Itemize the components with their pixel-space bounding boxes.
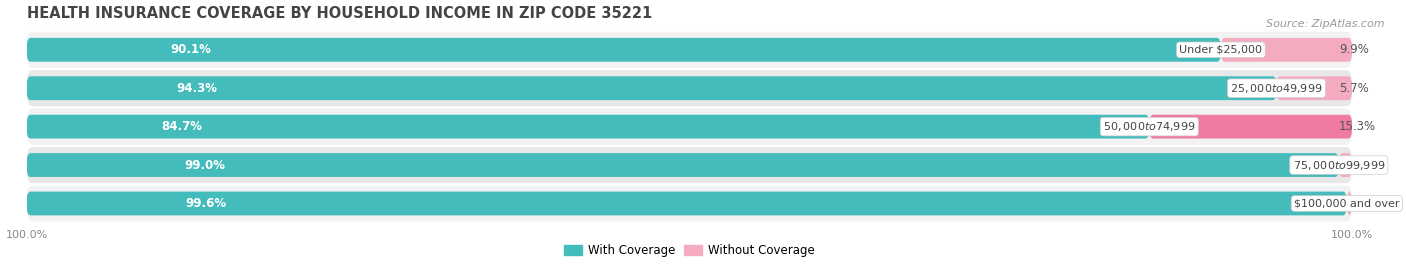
Text: 99.0%: 99.0% <box>184 158 225 171</box>
Text: 0.4%: 0.4% <box>1339 197 1368 210</box>
Text: HEALTH INSURANCE COVERAGE BY HOUSEHOLD INCOME IN ZIP CODE 35221: HEALTH INSURANCE COVERAGE BY HOUSEHOLD I… <box>27 6 652 21</box>
Text: 15.3%: 15.3% <box>1339 120 1376 133</box>
Legend: With Coverage, Without Coverage: With Coverage, Without Coverage <box>560 239 820 262</box>
FancyBboxPatch shape <box>27 185 1353 222</box>
Text: $75,000 to $99,999: $75,000 to $99,999 <box>1292 158 1385 171</box>
FancyBboxPatch shape <box>1220 38 1353 62</box>
FancyBboxPatch shape <box>27 147 1353 183</box>
Text: $25,000 to $49,999: $25,000 to $49,999 <box>1230 82 1323 95</box>
Text: 94.3%: 94.3% <box>177 82 218 95</box>
FancyBboxPatch shape <box>1149 115 1353 139</box>
FancyBboxPatch shape <box>27 153 1339 177</box>
FancyBboxPatch shape <box>27 109 1353 145</box>
Text: 99.6%: 99.6% <box>186 197 226 210</box>
FancyBboxPatch shape <box>1277 76 1353 100</box>
Text: 5.7%: 5.7% <box>1339 82 1368 95</box>
FancyBboxPatch shape <box>1339 153 1351 177</box>
FancyBboxPatch shape <box>1347 192 1353 215</box>
Text: Source: ZipAtlas.com: Source: ZipAtlas.com <box>1267 19 1385 29</box>
Text: 84.7%: 84.7% <box>162 120 202 133</box>
FancyBboxPatch shape <box>27 115 1149 139</box>
FancyBboxPatch shape <box>27 76 1277 100</box>
Text: $50,000 to $74,999: $50,000 to $74,999 <box>1104 120 1195 133</box>
Text: Under $25,000: Under $25,000 <box>1180 45 1263 55</box>
Text: 0.98%: 0.98% <box>1339 158 1376 171</box>
Text: $100,000 and over: $100,000 and over <box>1294 198 1399 208</box>
Text: 90.1%: 90.1% <box>170 43 211 56</box>
Text: 9.9%: 9.9% <box>1339 43 1368 56</box>
FancyBboxPatch shape <box>27 192 1347 215</box>
FancyBboxPatch shape <box>27 38 1220 62</box>
FancyBboxPatch shape <box>27 70 1353 106</box>
FancyBboxPatch shape <box>27 32 1353 68</box>
